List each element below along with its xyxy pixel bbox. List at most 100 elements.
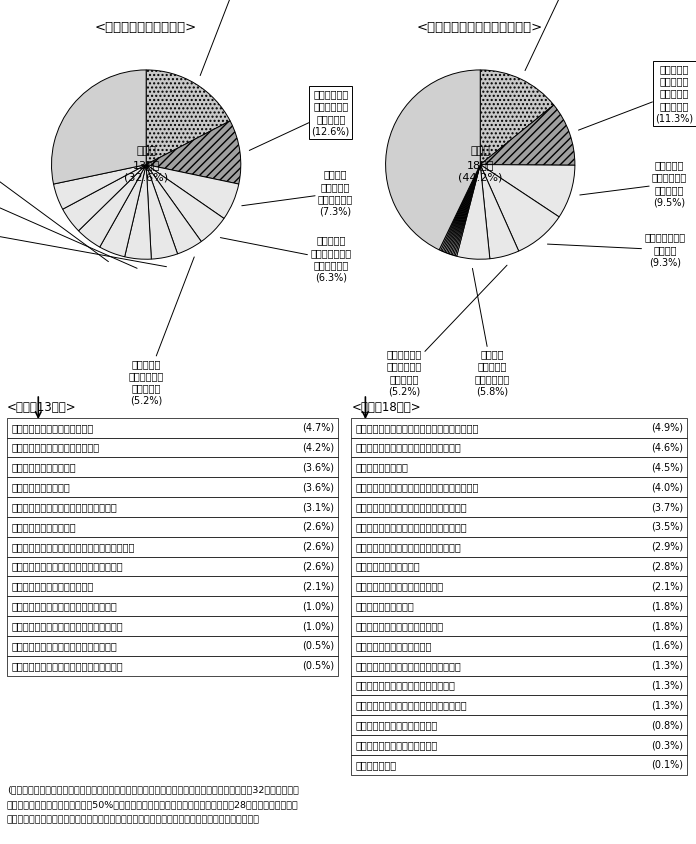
Wedge shape xyxy=(54,165,146,209)
Wedge shape xyxy=(125,165,151,259)
Text: 得られる
情報項目が
不足している
(7.3%): 得られる 情報項目が 不足している (7.3%) xyxy=(242,170,353,217)
Text: 申請者等の同意を得るのが困難: 申請者等の同意を得るのが困難 xyxy=(11,582,93,592)
Text: 前住所への情報照会だけでは処理が完結しない: 前住所への情報照会だけでは処理が完結しない xyxy=(356,423,479,433)
Wedge shape xyxy=(445,165,480,253)
Text: 税情報解禁後では事務処理が間に合わない: 税情報解禁後では事務処理が間に合わない xyxy=(356,502,467,512)
Text: (4.5%): (4.5%) xyxy=(651,463,683,473)
Text: 照会結果を業務システムに取り込めない: 照会結果を業務システムに取り込めない xyxy=(356,442,461,452)
Text: 申請者等が
自主的に添付
書類を提出
(5.2%): 申請者等が 自主的に添付 書類を提出 (5.2%) xyxy=(129,257,194,406)
Wedge shape xyxy=(79,165,146,247)
Text: 申請者等が
自主的に添付
書類を提出
(9.5%): 申請者等が 自主的に添付 書類を提出 (9.5%) xyxy=(580,160,687,207)
Text: (3.6%): (3.6%) xyxy=(302,482,334,492)
Text: 住所履歴のない住民の照会に手間が掛かる: 住所履歴のない住民の照会に手間が掛かる xyxy=(356,522,467,532)
Wedge shape xyxy=(448,165,480,254)
Text: (1.0%): (1.0%) xyxy=(302,601,334,611)
Wedge shape xyxy=(100,165,146,257)
Text: (0.1%): (0.1%) xyxy=(651,760,683,770)
Text: 業務システム
から情報照会
ができない
(12.6%): 業務システム から情報照会 ができない (12.6%) xyxy=(249,89,350,150)
Text: 得られる
情報項目が
不足している
(5.8%): 得られる 情報項目が 不足している (5.8%) xyxy=(473,268,509,397)
Wedge shape xyxy=(480,70,554,165)
Text: マイナンバーの提示が必要と認識: マイナンバーの提示が必要と認識 xyxy=(11,442,100,452)
Text: (2.6%): (2.6%) xyxy=(302,522,334,532)
Text: 最新の情報が得られない: 最新の情報が得られない xyxy=(11,522,76,532)
Text: (0.8%): (0.8%) xyxy=(651,720,683,730)
Text: 照会結果が返ってくるまでに数日掛かる: 照会結果が返ってくるまでに数日掛かる xyxy=(356,661,461,671)
Wedge shape xyxy=(146,165,239,219)
Wedge shape xyxy=(146,165,201,254)
Text: 多くの機関への照会が必要となり手間が掛かる: 多くの機関への照会が必要となり手間が掛かる xyxy=(11,542,134,552)
Text: 添付書類を提出してもらった方が効率的: 添付書類を提出してもらった方が効率的 xyxy=(11,601,117,611)
Text: (0.5%): (0.5%) xyxy=(302,641,334,651)
Text: 申請者等が
添付書類の
提出を希望
(5.2%): 申請者等が 添付書類の 提出を希望 (5.2%) xyxy=(0,200,166,267)
Text: (1.8%): (1.8%) xyxy=(651,621,683,631)
Text: <その他18項目>: <その他18項目> xyxy=(351,401,421,414)
Text: (4.7%): (4.7%) xyxy=(302,423,334,433)
Wedge shape xyxy=(451,165,480,255)
Text: (3.1%): (3.1%) xyxy=(302,502,334,512)
Wedge shape xyxy=(146,165,177,259)
Text: 端末の設置場所が不便: 端末の設置場所が不便 xyxy=(11,482,70,492)
Text: 税情報解禁後では事務処理が間に合わない: 税情報解禁後では事務処理が間に合わない xyxy=(11,561,122,571)
Wedge shape xyxy=(452,165,480,256)
Text: 業務システム
から情報照会
ができない
(5.2%): 業務システム から情報照会 ができない (5.2%) xyxy=(387,265,507,397)
Text: (2.6%): (2.6%) xyxy=(302,561,334,571)
Text: 事務の発生件数が少ない: 事務の発生件数が少ない xyxy=(11,463,76,473)
Text: ている。括弧書きは、県又は市町村等が選択した未実施理由の項目数全体に対する割合である。: ている。括弧書きは、県又は市町村等が選択した未実施理由の項目数全体に対する割合で… xyxy=(7,815,260,825)
Text: マイナンバー制度に対する不安感への配慮: マイナンバー制度に対する不安感への配慮 xyxy=(356,701,467,711)
Text: (2.6%): (2.6%) xyxy=(302,542,334,552)
Text: その他
13項目
(32.6%): その他 13項目 (32.6%) xyxy=(124,146,168,183)
Text: 端末の設置場所が不便: 端末の設置場所が不便 xyxy=(356,601,414,611)
Text: 世帯単位での照会ができない: 世帯単位での照会ができない xyxy=(356,641,432,651)
Text: (4.9%): (4.9%) xyxy=(651,423,683,433)
Text: (4.6%): (4.6%) xyxy=(651,442,683,452)
Text: (1.3%): (1.3%) xyxy=(651,680,683,690)
Text: <その他13項目>: <その他13項目> xyxy=(7,401,77,414)
Text: その他
18項目
(44.2%): その他 18項目 (44.2%) xyxy=(458,146,503,183)
Text: 世帯単位
での照会が
できない
(5.2%): 世帯単位 での照会が できない (5.2%) xyxy=(0,153,137,268)
Wedge shape xyxy=(480,165,559,251)
Text: 業務フロー
の見直しや
マニュアル
作成が未了
(11.3%): 業務フロー の見直しや マニュアル 作成が未了 (11.3%) xyxy=(578,64,693,130)
Wedge shape xyxy=(146,121,241,184)
Text: 照会結果が返ってくるまでに数日掛かる: 照会結果が返ってくるまでに数日掛かる xyxy=(11,502,117,512)
Text: 照会結果が返ってくるまでに数分掛かる: 照会結果が返ってくるまでに数分掛かる xyxy=(356,542,461,552)
Text: 国等からの通知が分かりにくい: 国等からの通知が分かりにくい xyxy=(356,740,438,750)
Text: (1.8%): (1.8%) xyxy=(651,601,683,611)
Text: <県における未実施理由>: <県における未実施理由> xyxy=(95,21,197,34)
Text: 一括照会が
できない
(5.2%): 一括照会が できない (5.2%) xyxy=(0,119,109,262)
Wedge shape xyxy=(386,70,480,250)
Text: 照会結果を
業務システムに
取り込めない
(6.3%): 照会結果を 業務システムに 取り込めない (6.3%) xyxy=(221,235,351,283)
Text: 多くの機関への照会が必要となり手間が掛かる: 多くの機関への照会が必要となり手間が掛かる xyxy=(356,482,479,492)
Text: 添付書類を提出して
もらった方が効率的
(14.6%): 添付書類を提出して もらった方が効率的 (14.6%) xyxy=(525,0,596,71)
Text: (2.8%): (2.8%) xyxy=(651,561,683,571)
Text: 情報提供者から文書照会を要求された: 情報提供者から文書照会を要求された xyxy=(356,680,455,690)
Wedge shape xyxy=(446,165,480,253)
Wedge shape xyxy=(146,70,230,165)
Text: (3.5%): (3.5%) xyxy=(651,522,683,532)
Text: 外部委託で処理: 外部委託で処理 xyxy=(356,760,397,770)
Text: <市町村等における未実施理由>: <市町村等における未実施理由> xyxy=(417,21,544,34)
Text: 業務フローの見直しや
マニュアル作成が未了
(20.0%): 業務フローの見直しや マニュアル作成が未了 (20.0%) xyxy=(200,0,270,76)
Text: 住所履歴のない住民の照会に手間が掛かる: 住所履歴のない住民の照会に手間が掛かる xyxy=(11,621,122,631)
Text: (4.2%): (4.2%) xyxy=(302,442,334,452)
Text: (2.1%): (2.1%) xyxy=(651,582,683,592)
Wedge shape xyxy=(442,165,480,252)
Text: 一括照会ができない: 一括照会ができない xyxy=(356,463,409,473)
Text: (3.6%): (3.6%) xyxy=(302,463,334,473)
Text: (4.0%): (4.0%) xyxy=(651,482,683,492)
Wedge shape xyxy=(52,70,146,184)
Wedge shape xyxy=(480,105,575,165)
Text: (2.1%): (2.1%) xyxy=(302,582,334,592)
Text: (0.3%): (0.3%) xyxy=(651,740,683,750)
Text: (1.3%): (1.3%) xyxy=(651,661,683,671)
Text: 国等からの通知が分かりにくい: 国等からの通知が分かりにくい xyxy=(11,423,93,433)
Wedge shape xyxy=(454,165,480,256)
Text: 最新の情報が得られない: 最新の情報が得られない xyxy=(356,561,420,571)
Text: 申請者等の同意を得るのが困難: 申請者等の同意を得るのが困難 xyxy=(356,720,438,730)
Wedge shape xyxy=(457,165,490,259)
Text: (3.7%): (3.7%) xyxy=(651,502,683,512)
Text: 照会結果が返ってくるまでに数分掛かる: 照会結果が返ってくるまでに数分掛かる xyxy=(11,641,117,651)
Wedge shape xyxy=(439,165,480,251)
Text: (0.5%): (0.5%) xyxy=(302,661,334,671)
Text: マイナンバー制度に対する不安感への配慮: マイナンバー制度に対する不安感への配慮 xyxy=(11,661,122,671)
Wedge shape xyxy=(146,165,224,241)
